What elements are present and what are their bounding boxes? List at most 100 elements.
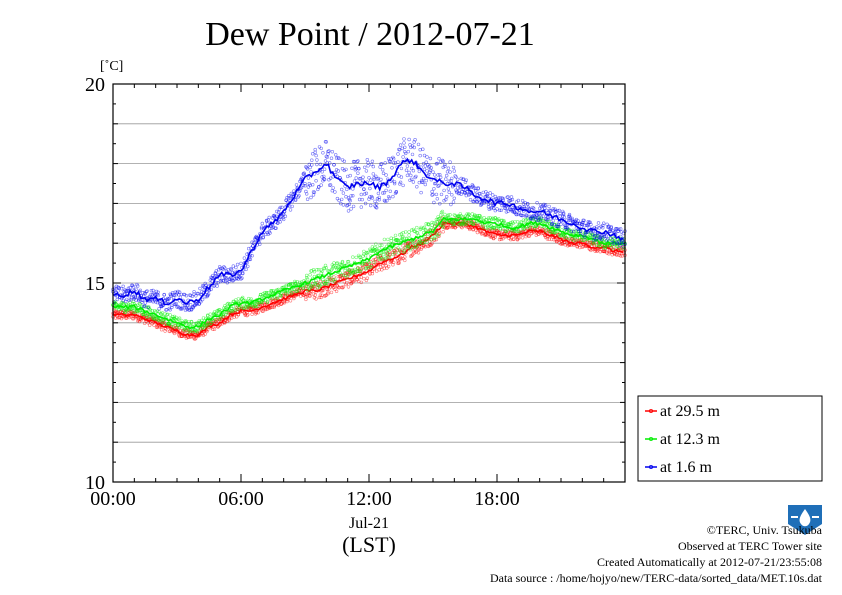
series-point <box>616 229 620 233</box>
series-point <box>223 266 227 270</box>
x-tick-label: 18:00 <box>474 488 520 510</box>
series-point <box>531 206 536 211</box>
series-point <box>317 167 322 172</box>
series-point <box>363 165 367 170</box>
series-point <box>363 192 367 196</box>
series-point <box>262 294 266 298</box>
series-point <box>191 306 195 310</box>
series-point <box>357 253 361 258</box>
series-point <box>217 309 221 314</box>
series-point <box>464 178 468 182</box>
series-point <box>159 328 164 332</box>
series-point <box>310 284 314 288</box>
series-point <box>522 227 526 231</box>
series-point <box>551 207 555 211</box>
series-point <box>572 238 576 243</box>
series-point <box>242 256 247 260</box>
series-point <box>418 153 422 158</box>
series-point <box>330 150 334 154</box>
series-point <box>503 221 507 225</box>
series-point <box>346 209 351 213</box>
series-point <box>223 312 228 316</box>
series-point <box>454 175 458 179</box>
series-point <box>412 145 416 150</box>
series-point <box>537 212 541 216</box>
series-point <box>509 198 513 203</box>
series-point <box>468 198 473 202</box>
series-point <box>186 330 190 334</box>
series-point <box>618 241 622 245</box>
series-point <box>419 247 423 252</box>
series-point <box>565 218 569 222</box>
series-point <box>194 321 199 325</box>
series-point <box>454 222 458 226</box>
series-point <box>319 183 323 187</box>
series-point <box>166 297 171 301</box>
series-point <box>344 167 348 172</box>
series-point <box>606 237 610 241</box>
series-point <box>268 231 272 235</box>
series-point <box>142 304 146 309</box>
series-point <box>310 163 314 167</box>
series-point <box>414 244 418 249</box>
series-point <box>235 315 239 319</box>
series-point <box>399 166 404 171</box>
series-point <box>391 194 395 199</box>
series-point <box>422 167 427 172</box>
series-point <box>610 238 614 242</box>
series-point <box>121 284 125 288</box>
series-point <box>446 225 451 230</box>
series-point <box>126 302 131 306</box>
series-point <box>131 285 136 289</box>
series-point <box>342 168 346 173</box>
x-tick-label: 00:00 <box>90 488 136 510</box>
series-point <box>143 301 148 305</box>
y-tick-label: 20 <box>85 74 105 96</box>
series-point <box>301 286 305 290</box>
series-point <box>388 247 392 251</box>
series-point <box>600 237 604 242</box>
series-point <box>332 275 336 279</box>
series-point <box>313 282 317 286</box>
series-point <box>406 243 410 247</box>
series-point <box>188 308 192 312</box>
series-point <box>405 173 410 178</box>
series-point <box>184 294 189 298</box>
series-point <box>328 275 332 279</box>
series-point <box>168 308 172 312</box>
series-point <box>205 323 209 327</box>
series-point <box>308 165 312 170</box>
series-point <box>136 297 141 302</box>
series-point <box>340 259 345 264</box>
series-point <box>334 289 339 293</box>
series-point <box>180 305 184 310</box>
series-point <box>174 301 178 306</box>
series-point <box>263 290 267 295</box>
series-point <box>605 222 609 227</box>
series-point <box>441 159 445 164</box>
series-point <box>458 212 462 216</box>
series-point <box>370 196 375 200</box>
series-point <box>470 185 474 189</box>
series-point <box>358 176 363 181</box>
series-point <box>367 176 371 180</box>
series-point <box>436 173 440 177</box>
series-point <box>229 267 233 271</box>
series-point <box>309 195 313 200</box>
series-point <box>452 169 456 173</box>
series-point <box>410 166 414 171</box>
series-point <box>578 229 583 234</box>
series-point <box>368 186 372 191</box>
series-point <box>251 244 255 248</box>
series-point <box>208 312 213 316</box>
series-point <box>378 165 382 169</box>
series-point <box>399 257 404 261</box>
series-point <box>331 186 335 190</box>
series-point <box>417 169 421 174</box>
series-point <box>153 298 157 302</box>
series-point <box>305 273 309 278</box>
series-point <box>392 250 397 255</box>
series-line <box>112 220 624 337</box>
y-tick-labels: 10 15 20 <box>85 74 105 494</box>
series-point <box>397 261 401 265</box>
